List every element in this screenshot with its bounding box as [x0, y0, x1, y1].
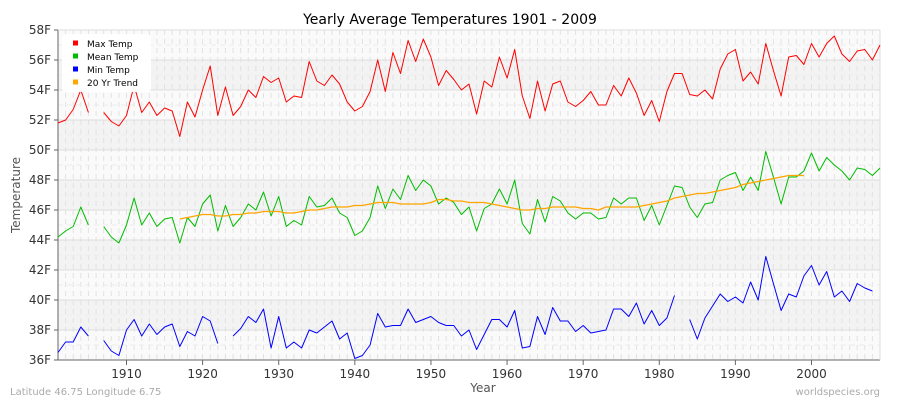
- x-tick-label: 1970: [568, 367, 599, 381]
- x-tick-label: 1930: [263, 367, 294, 381]
- y-tick-label: 44F: [29, 233, 51, 247]
- y-tick-label: 52F: [29, 113, 51, 127]
- series-line-min-temp: [57, 256, 873, 359]
- legend-label-max-temp: Max Temp: [87, 40, 133, 50]
- y-tick-label: 36F: [29, 353, 51, 367]
- x-tick-label: 1920: [187, 367, 218, 381]
- x-tick-label: 1990: [720, 367, 751, 381]
- x-tick-label: 1950: [416, 367, 447, 381]
- y-tick-label: 54F: [29, 83, 51, 97]
- x-tick-label: 1980: [644, 367, 675, 381]
- chart-title: Yearly Average Temperatures 1901 - 2009: [302, 12, 597, 28]
- x-tick-label: 2000: [796, 367, 827, 381]
- y-tick-label: 48F: [29, 173, 51, 187]
- x-axis-label: Year: [469, 381, 495, 395]
- y-tick-label: 42F: [29, 263, 51, 277]
- legend-box: [62, 34, 151, 92]
- series-line-max-temp: [57, 35, 881, 137]
- legend-label-min-temp: Min Temp: [87, 66, 130, 76]
- series-lines: [57, 35, 881, 359]
- legend: Max Temp Mean Temp Min Temp 20 Yr Trend: [62, 34, 151, 92]
- location-caption: Latitude 46.75 Longitude 6.75: [10, 387, 161, 398]
- x-tick-label: 1960: [492, 367, 523, 381]
- legend-swatch-20-yr-trend: [73, 79, 78, 85]
- axes: 36F 38F 40F 42F 44F 46F 48F 50F 52F 54F 56F 58F 1910…: [29, 23, 881, 381]
- y-tick-label: 46F: [29, 203, 51, 217]
- legend-swatch-max-temp: [73, 40, 78, 46]
- y-tick-label: 38F: [29, 323, 51, 337]
- y-tick-label: 56F: [29, 53, 51, 67]
- legend-label-mean-temp: Mean Temp: [87, 53, 139, 63]
- y-tick-label: 50F: [29, 143, 51, 157]
- legend-swatch-mean-temp: [73, 53, 78, 59]
- legend-label-20-yr-trend: 20 Yr Trend: [87, 79, 138, 89]
- series-line-20-yr-trend: [179, 174, 804, 220]
- y-tick-label: 58F: [29, 23, 51, 37]
- y-tick-label: 40F: [29, 293, 51, 307]
- x-tick-label: 1940: [340, 367, 371, 381]
- source-caption[interactable]: worldspecies.org: [796, 387, 880, 398]
- legend-swatch-min-temp: [73, 66, 78, 72]
- x-tick-label: 1910: [111, 367, 142, 381]
- y-axis-label: Temperature: [9, 157, 23, 234]
